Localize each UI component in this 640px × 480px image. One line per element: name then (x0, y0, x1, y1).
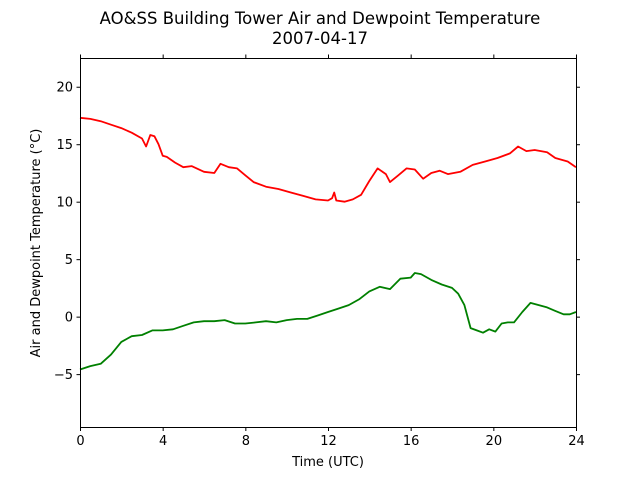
y-tick-label: 5 (65, 253, 73, 268)
chart-subtitle: 2007-04-17 (272, 29, 368, 48)
series-line-0 (79, 116, 577, 203)
y-axis-label: Air and Dewpoint Temperature (°C) (29, 129, 44, 358)
ticks-layer: 0 4 8 12 16 20 24 −5 0 5 10 15 20 (54, 54, 585, 449)
x-tick-label: 0 (76, 434, 84, 449)
series-line-1 (79, 272, 577, 371)
x-axis-label: Time (UTC) (291, 455, 364, 470)
y-tick-label: 10 (56, 196, 73, 211)
y-tick-label: 20 (56, 81, 73, 96)
x-tick-label: 20 (486, 434, 503, 449)
x-tick-label: 8 (242, 434, 250, 449)
x-tick-label: 24 (568, 434, 585, 449)
series-layer (79, 116, 577, 371)
chart-title: AO&SS Building Tower Air and Dewpoint Te… (100, 9, 541, 28)
y-tick-label: −5 (54, 368, 73, 383)
y-tick-label: 0 (65, 311, 73, 326)
plot-frame (80, 58, 577, 428)
x-tick-label: 4 (159, 434, 167, 449)
x-tick-label: 16 (403, 434, 420, 449)
y-tick-label: 15 (56, 138, 73, 153)
x-tick-label: 12 (320, 434, 337, 449)
